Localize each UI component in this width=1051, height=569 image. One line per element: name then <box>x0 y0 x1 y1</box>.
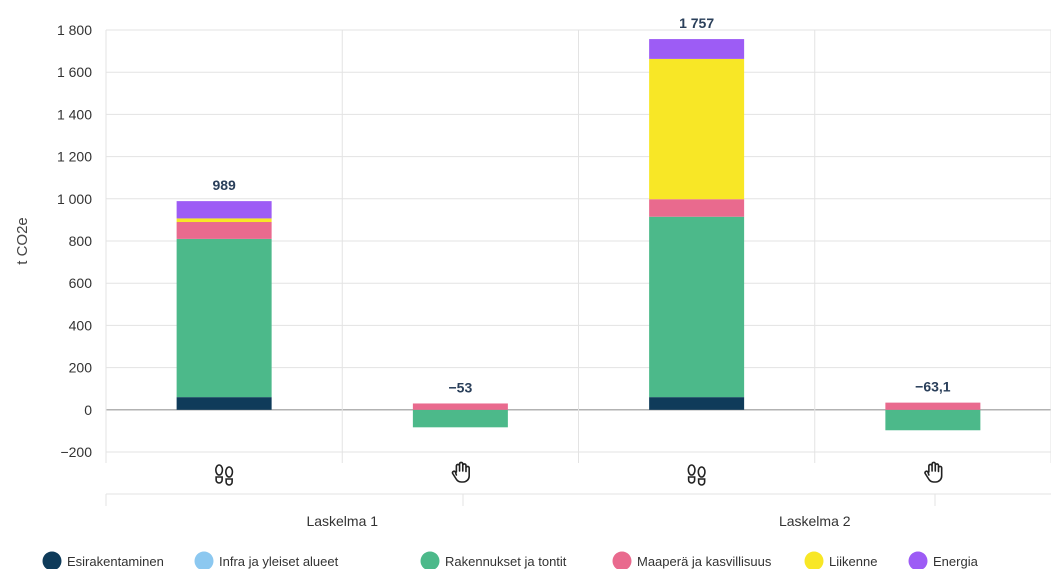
legend-label[interactable]: Energia <box>933 554 979 569</box>
footprints-icon <box>215 464 234 486</box>
y-tick-label: 200 <box>69 360 93 376</box>
bar-total-label: −53 <box>449 379 473 395</box>
legend-swatch[interactable] <box>612 551 632 569</box>
y-tick-label: 1 800 <box>57 22 92 38</box>
legend-label[interactable]: Liikenne <box>829 554 877 569</box>
legend-label[interactable]: Infra ja yleiset alueet <box>219 554 339 569</box>
bar-total-label: 1 757 <box>679 15 714 31</box>
y-tick-label: 0 <box>84 402 92 418</box>
legend-label[interactable]: Esirakentaminen <box>67 554 164 569</box>
bar-segment[interactable] <box>176 218 272 223</box>
bar-segment[interactable] <box>176 201 272 219</box>
bar-total-label: 989 <box>212 177 236 193</box>
group-label: Laskelma 2 <box>779 513 851 529</box>
bar-segment[interactable] <box>176 222 272 239</box>
legend-swatch[interactable] <box>194 551 214 569</box>
bar-segment[interactable] <box>176 238 272 398</box>
legend-label[interactable]: Rakennukset ja tontit <box>445 554 567 569</box>
bar-segment[interactable] <box>412 409 508 428</box>
bar-segment[interactable] <box>649 58 745 200</box>
footprints-icon <box>687 464 706 486</box>
legend-swatch[interactable] <box>804 551 824 569</box>
bar-segment[interactable] <box>176 397 272 410</box>
y-tick-label: 1 400 <box>57 106 92 122</box>
bar-segment[interactable] <box>649 397 745 410</box>
legend-swatch[interactable] <box>420 551 440 569</box>
y-tick-label: 1 600 <box>57 64 92 80</box>
bar-total-label: −63,1 <box>915 379 951 395</box>
y-tick-label: 1 000 <box>57 191 92 207</box>
bar-segment[interactable] <box>649 216 745 398</box>
bar-segment[interactable] <box>885 409 981 431</box>
bar-segment[interactable] <box>885 402 981 410</box>
hand-icon <box>451 461 470 483</box>
legend-swatch[interactable] <box>908 551 928 569</box>
legend-swatch[interactable] <box>42 551 62 569</box>
legend-label[interactable]: Maaperä ja kasvillisuus <box>637 554 772 569</box>
group-label: Laskelma 1 <box>306 513 378 529</box>
y-tick-label: 800 <box>69 233 93 249</box>
bar-segment[interactable] <box>649 39 745 59</box>
y-axis-title: t CO2e <box>14 217 31 265</box>
y-tick-label: 400 <box>69 317 93 333</box>
bar-segment[interactable] <box>649 199 745 217</box>
y-tick-label: −200 <box>60 444 92 460</box>
bar-segment[interactable] <box>412 403 508 410</box>
hand-icon <box>924 461 943 483</box>
y-tick-label: 600 <box>69 275 93 291</box>
y-tick-label: 1 200 <box>57 149 92 165</box>
